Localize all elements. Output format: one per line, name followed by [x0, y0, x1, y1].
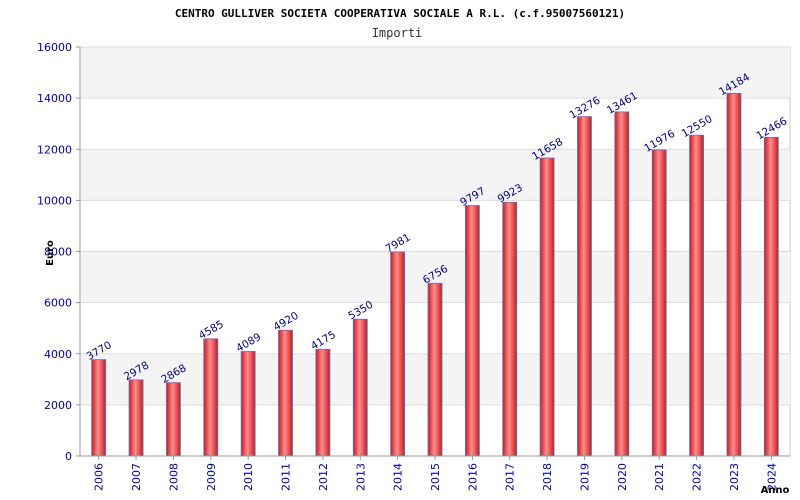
y-tick-label: 2000	[44, 399, 72, 412]
y-tick-label: 10000	[37, 194, 72, 207]
y-tick-label: 8000	[44, 246, 72, 259]
bar-2022	[689, 134, 704, 457]
x-axis-ticks: 2006 2007 2008 2009 2010 2011 2012 2013 2014 2015…	[80, 455, 790, 491]
bar-2024	[763, 136, 779, 457]
x-tick-label-2013: 2013	[354, 463, 367, 491]
bar-2014	[390, 251, 406, 457]
y-tick-label: 12000	[37, 143, 72, 156]
bar-2016	[464, 205, 480, 457]
x-tick-label-2015: 2015	[429, 463, 442, 491]
x-axis-label: Anno	[761, 485, 790, 496]
x-tick-label-2009: 2009	[205, 463, 218, 491]
x-tick-label-2010: 2010	[242, 463, 255, 491]
x-tick-label-2017: 2017	[504, 463, 517, 491]
bar-2017	[502, 201, 518, 457]
x-tick-label-2006: 2006	[93, 463, 106, 491]
y-tick-label: 14000	[37, 92, 72, 105]
bar-2018	[539, 157, 555, 457]
chart-subtitle: Importi	[372, 26, 423, 40]
chart-title: CENTRO GULLIVER SOCIETA COOPERATIVA SOCI…	[175, 7, 625, 20]
y-tick-label: 16000	[37, 41, 72, 54]
x-tick-label-2020: 2020	[616, 463, 629, 491]
x-tick-label-2023: 2023	[728, 463, 741, 491]
x-tick-label-2007: 2007	[130, 463, 143, 491]
bar-2007	[128, 379, 144, 457]
bar-2008	[166, 382, 181, 457]
bar-2006	[91, 359, 107, 457]
bar-2015	[427, 282, 443, 457]
x-tick-label-2011: 2011	[280, 463, 293, 491]
bar-2010	[240, 351, 256, 457]
bar-2020	[614, 111, 630, 457]
x-tick-label-2019: 2019	[578, 463, 591, 491]
x-tick-label-2008: 2008	[167, 463, 180, 491]
bar-2011	[278, 329, 293, 457]
bar-2021	[651, 149, 667, 457]
grid-band	[81, 47, 790, 99]
bar-2012	[315, 348, 331, 457]
bar-2023	[726, 93, 742, 457]
y-tick-label: 0	[65, 450, 72, 463]
y-axis-label: Euro	[45, 240, 56, 266]
x-tick-label-2022: 2022	[691, 463, 704, 491]
x-tick-label-2016: 2016	[466, 463, 479, 491]
grid-band	[81, 149, 790, 201]
x-tick-label-2024: 2024	[765, 463, 778, 491]
x-tick-label-2018: 2018	[541, 463, 554, 491]
y-tick-label: 6000	[44, 297, 72, 310]
bars	[91, 93, 779, 457]
y-axis-ticks: 0 2000 4000 6000 8000 10000 12000 14000 16000	[37, 41, 81, 463]
x-tick-label-2014: 2014	[392, 463, 405, 491]
bar-2019	[577, 116, 592, 457]
y-tick-label: 4000	[44, 348, 72, 361]
bar-2013	[352, 318, 368, 457]
x-tick-label-2012: 2012	[317, 463, 330, 491]
bar-2009	[203, 338, 219, 457]
x-tick-label-2021: 2021	[653, 463, 666, 491]
